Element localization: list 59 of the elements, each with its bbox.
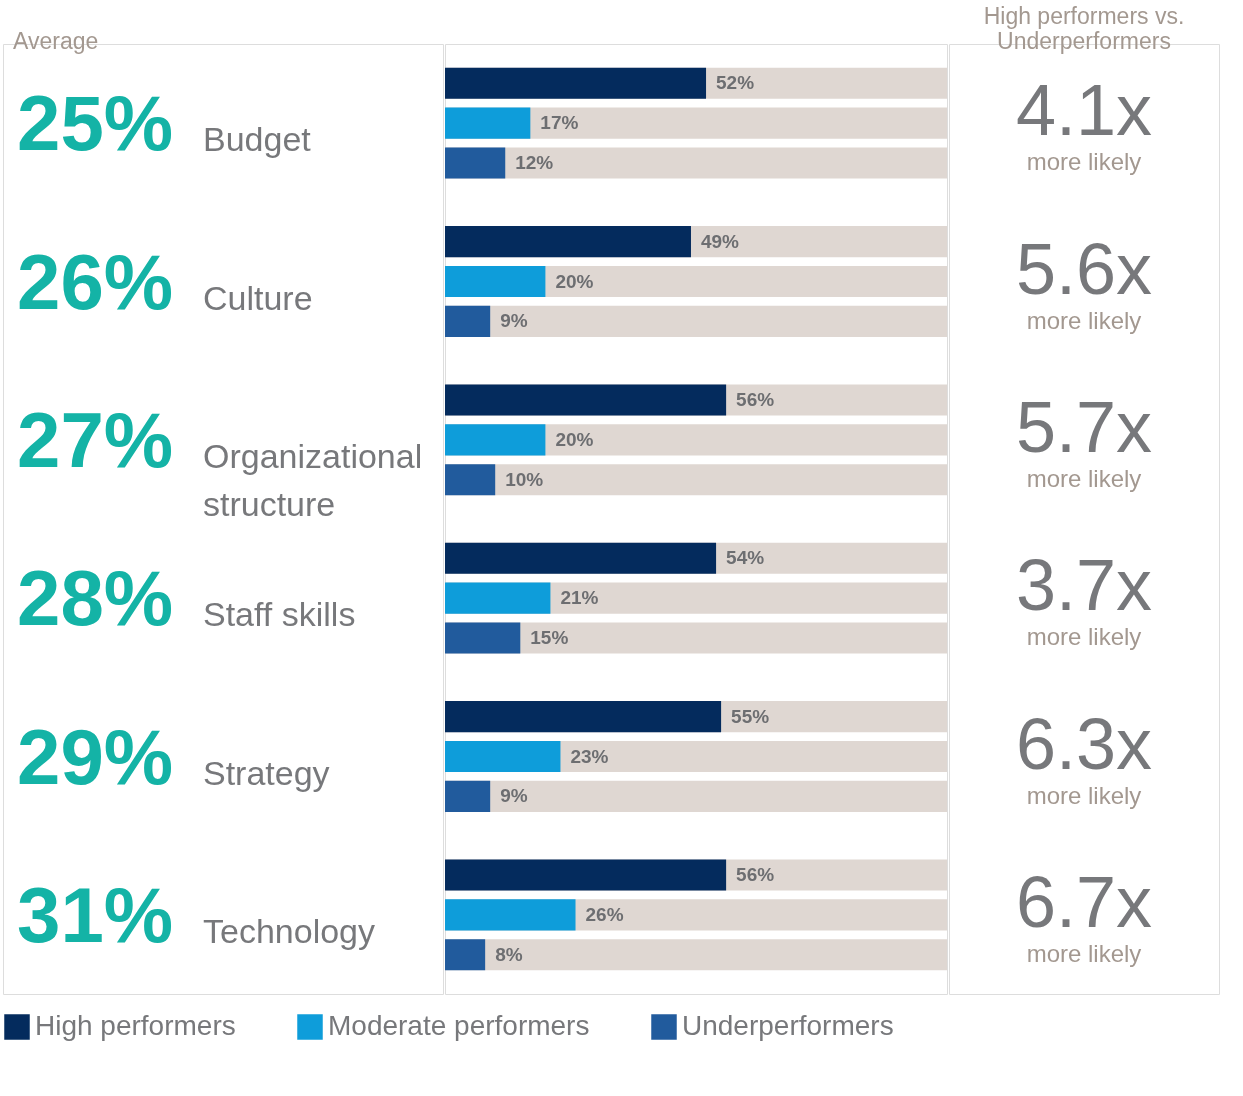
data-label: 54% xyxy=(726,547,765,569)
text: more likely xyxy=(1026,623,1142,651)
bar xyxy=(445,899,576,931)
y-tick-label: Budget xyxy=(203,120,312,159)
y-tick-label: Strategy xyxy=(203,753,330,792)
data-label: 55% xyxy=(731,705,770,727)
data-label: 49% xyxy=(700,230,740,252)
text: more likely xyxy=(1026,306,1142,334)
text: 28% xyxy=(17,554,174,643)
text: more likely xyxy=(1026,939,1142,967)
bar xyxy=(445,107,531,139)
y-tick-label: Technology xyxy=(203,911,376,950)
legend-label: Moderate performers xyxy=(328,1010,590,1041)
bar xyxy=(445,582,551,614)
data-label: 17% xyxy=(540,112,579,134)
legend-label: Underperformers xyxy=(682,1010,894,1041)
data-label: 23% xyxy=(570,745,609,767)
bar xyxy=(445,622,521,654)
data-label: 56% xyxy=(736,388,775,410)
legend-label: High performers xyxy=(35,1010,236,1041)
text: 29% xyxy=(17,712,174,801)
text: 6.3x xyxy=(1015,703,1153,784)
text: more likely xyxy=(1026,781,1142,809)
text: 25% xyxy=(17,79,174,168)
data-label: 21% xyxy=(560,587,599,609)
data-label: 10% xyxy=(505,468,544,490)
bar xyxy=(445,464,496,496)
data-label: 12% xyxy=(515,152,554,174)
data-label: 15% xyxy=(530,627,569,649)
text: 4.1x xyxy=(1015,70,1153,151)
bar xyxy=(445,780,491,812)
data-label: 9% xyxy=(500,310,528,332)
data-label: 9% xyxy=(500,785,528,807)
text: 26% xyxy=(17,237,174,326)
y-tick-label: Culture xyxy=(203,278,313,317)
data-label: 52% xyxy=(716,72,755,94)
data-label: 26% xyxy=(585,903,624,925)
text: 27% xyxy=(17,395,174,484)
bar xyxy=(445,740,561,773)
data-label: 8% xyxy=(495,943,523,965)
bar xyxy=(445,147,506,179)
text: more likely xyxy=(1026,464,1142,492)
text: 3.7x xyxy=(1015,545,1153,626)
bar xyxy=(445,305,491,337)
data-label: 20% xyxy=(555,428,594,450)
bar xyxy=(445,424,546,456)
text: High performers vs. Underperformers xyxy=(983,3,1185,54)
text: more likely xyxy=(1026,148,1142,176)
text: 6.7x xyxy=(1015,861,1153,942)
text: Average xyxy=(13,28,99,54)
text: 31% xyxy=(17,870,174,959)
data-label: 20% xyxy=(555,270,594,292)
y-tick-label: Staff skills xyxy=(203,595,356,634)
y-tick-label: Organizational structure xyxy=(203,436,423,523)
bar xyxy=(445,939,486,971)
text: 5.6x xyxy=(1015,228,1153,309)
data-label: 56% xyxy=(736,863,775,885)
text: 5.7x xyxy=(1015,386,1153,467)
bar xyxy=(445,265,546,298)
